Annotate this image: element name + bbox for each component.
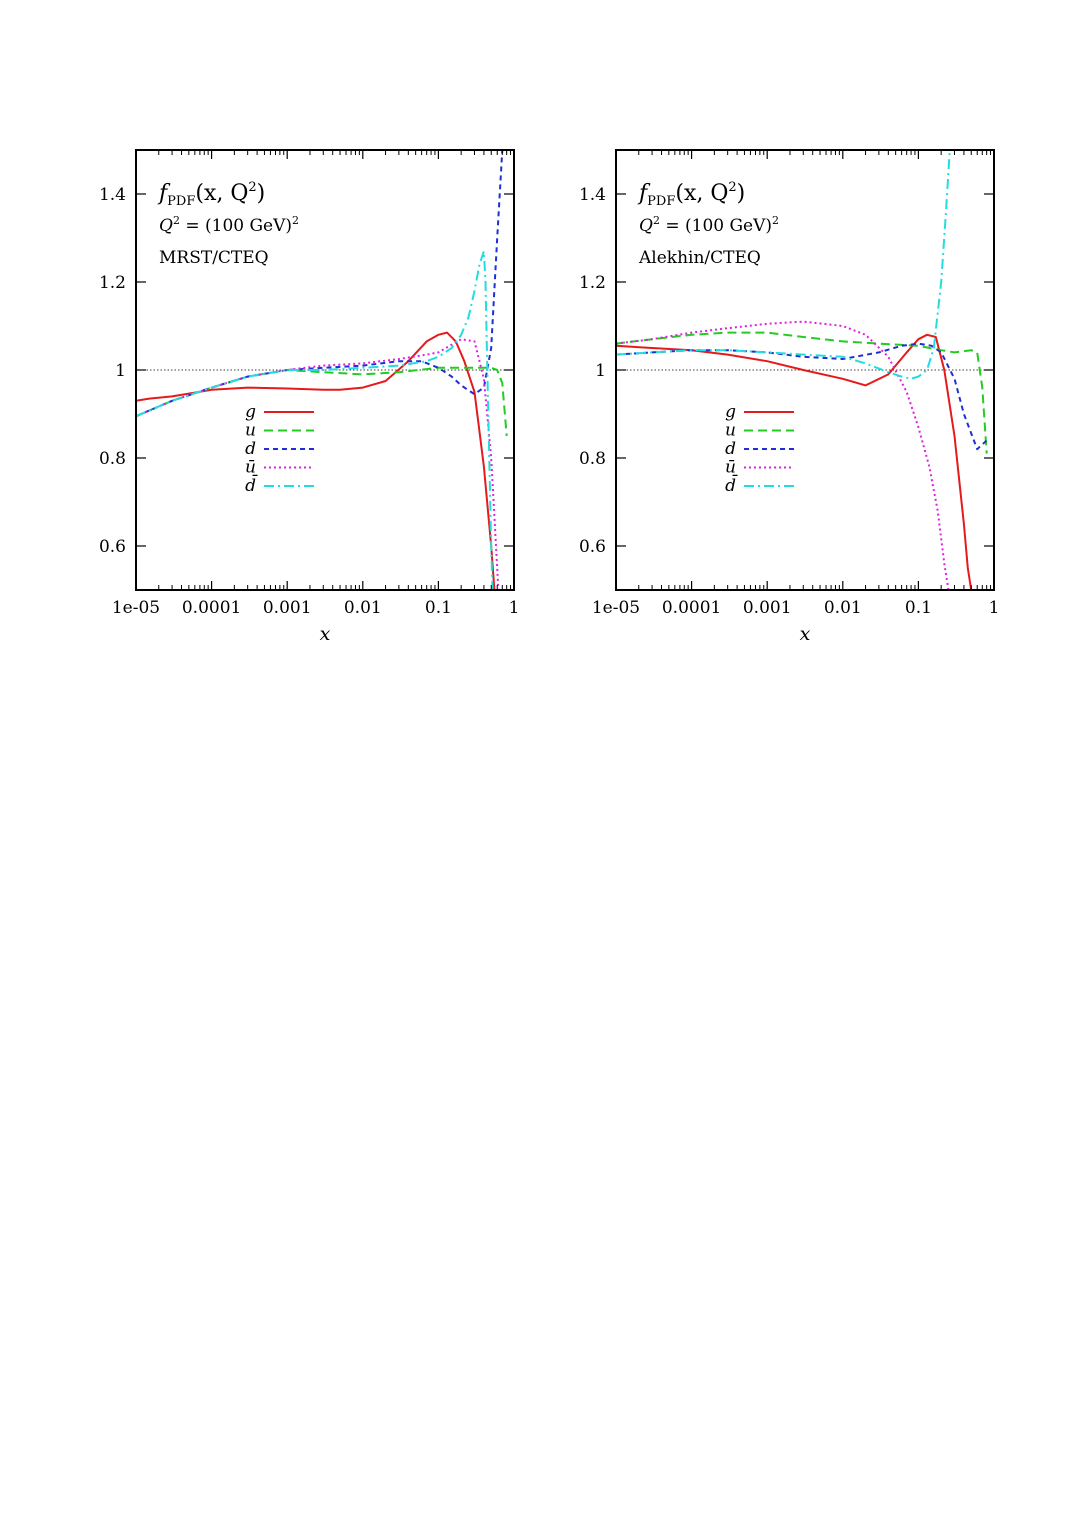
- y-tick-label: 0.8: [99, 449, 126, 469]
- x-tick-label: 1: [989, 598, 1000, 618]
- legend-label-4: d̄: [725, 473, 738, 496]
- x-tick-label: 0.1: [905, 598, 932, 618]
- series-group: [136, 150, 508, 590]
- dataset-label: Alekhin/CTEQ: [638, 248, 761, 268]
- series-line-0: [136, 331, 496, 590]
- legend-label-2: d: [725, 439, 736, 459]
- x-tick-label: 0.01: [344, 598, 382, 618]
- legend-label-1: u: [725, 421, 736, 441]
- legend-label-0: g: [245, 402, 256, 422]
- legend-label-1: u: [245, 421, 256, 441]
- chart-title: fPDF(x, Q2): [157, 180, 265, 209]
- y-tick-label: 0.8: [579, 449, 606, 469]
- chart-panel-2: 1e-05 0.0001 0.001 0.01 0.1 1 0.6 0.8 1 1.2 1.4 x fP…: [579, 149, 1000, 645]
- x-axis-label: x: [800, 623, 811, 645]
- y-tick-label: 1.4: [99, 185, 126, 205]
- x-tick-label: 0.0001: [662, 598, 721, 618]
- x-tick-label: 1e-05: [112, 598, 160, 618]
- y-tick-label: 1.2: [99, 273, 126, 293]
- chart-subtitle: Q2 = (100 GeV)2: [639, 214, 779, 236]
- y-tick-label: 1.4: [579, 185, 606, 205]
- y-tick-label: 0.6: [579, 537, 606, 557]
- x-tick-label: 1e-05: [592, 598, 640, 618]
- series-line-3: [136, 338, 500, 590]
- legend-label-3: ū: [725, 458, 736, 478]
- x-tick-label: 0.001: [743, 598, 792, 618]
- series-line-0: [616, 333, 973, 590]
- series-line-1: [616, 331, 988, 454]
- x-tick-label: 1: [509, 598, 520, 618]
- series-group: [616, 150, 988, 590]
- y-tick-label: 0.6: [99, 537, 126, 557]
- x-tick-label: 0.001: [263, 598, 312, 618]
- y-tick-label: 1.2: [579, 273, 606, 293]
- legend-label-3: ū: [245, 458, 256, 478]
- legend-label-4: d̄: [245, 473, 258, 496]
- series-line-2: [616, 342, 988, 451]
- legend-label-2: d: [245, 439, 256, 459]
- y-tick-label: 1: [115, 361, 126, 381]
- chart-title: fPDF(x, Q2): [637, 180, 745, 209]
- series-line-1: [136, 366, 508, 437]
- dataset-label: MRST/CTEQ: [159, 248, 269, 268]
- series-line-2: [136, 150, 504, 418]
- x-tick-label: 0.0001: [182, 598, 241, 618]
- x-tick-label: 0.01: [824, 598, 862, 618]
- series-line-4: [136, 250, 494, 590]
- series-line-4: [616, 150, 951, 380]
- chart-panel-1: 1e-05 0.0001 0.001 0.01 0.1 1 0.6 0.8 1 1.2 1.4 x fP…: [99, 149, 520, 645]
- legend-label-0: g: [725, 402, 736, 422]
- y-tick-label: 1: [595, 361, 606, 381]
- chart-subtitle: Q2 = (100 GeV)2: [159, 214, 299, 236]
- x-axis-label: x: [320, 623, 331, 645]
- x-tick-label: 0.1: [425, 598, 452, 618]
